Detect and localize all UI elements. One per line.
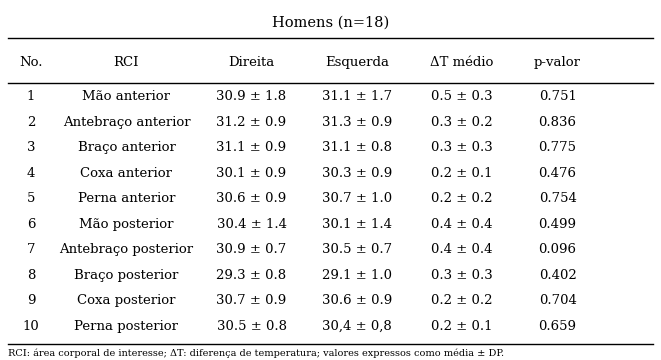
Text: 0.096: 0.096	[539, 243, 576, 256]
Text: 0.402: 0.402	[539, 269, 576, 282]
Text: Coxa anterior: Coxa anterior	[81, 167, 173, 180]
Text: 30.9 ± 0.7: 30.9 ± 0.7	[216, 243, 287, 256]
Text: 4: 4	[27, 167, 35, 180]
Text: 2: 2	[27, 116, 35, 129]
Text: 0.5 ± 0.3: 0.5 ± 0.3	[432, 90, 493, 103]
Text: 31.1 ± 1.7: 31.1 ± 1.7	[322, 90, 392, 103]
Text: 30.3 ± 0.9: 30.3 ± 0.9	[322, 167, 392, 180]
Text: Homens (n=18): Homens (n=18)	[272, 15, 389, 30]
Text: Mão posterior: Mão posterior	[79, 218, 174, 231]
Text: 30.7 ± 0.9: 30.7 ± 0.9	[216, 294, 287, 307]
Text: 9: 9	[26, 294, 35, 307]
Text: 31.2 ± 0.9: 31.2 ± 0.9	[216, 116, 287, 129]
Text: 3: 3	[26, 141, 35, 154]
Text: 0.751: 0.751	[539, 90, 576, 103]
Text: 0.4 ± 0.4: 0.4 ± 0.4	[432, 218, 493, 231]
Text: 0.2 ± 0.2: 0.2 ± 0.2	[432, 294, 493, 307]
Text: Perna posterior: Perna posterior	[75, 320, 178, 333]
Text: 8: 8	[27, 269, 35, 282]
Text: No.: No.	[19, 55, 43, 68]
Text: 29.3 ± 0.8: 29.3 ± 0.8	[216, 269, 287, 282]
Text: 7: 7	[26, 243, 35, 256]
Text: 0.499: 0.499	[539, 218, 576, 231]
Text: 30.5 ± 0.7: 30.5 ± 0.7	[322, 243, 392, 256]
Text: Coxa posterior: Coxa posterior	[77, 294, 176, 307]
Text: 0.3 ± 0.3: 0.3 ± 0.3	[431, 269, 493, 282]
Text: 0.659: 0.659	[539, 320, 576, 333]
Text: Antebraço posterior: Antebraço posterior	[59, 243, 194, 256]
Text: 30.4 ± 1.4: 30.4 ± 1.4	[217, 218, 286, 231]
Text: Perna anterior: Perna anterior	[78, 192, 175, 205]
Text: Braço anterior: Braço anterior	[77, 141, 175, 154]
Text: 0.2 ± 0.1: 0.2 ± 0.1	[432, 320, 493, 333]
Text: ΔT médio: ΔT médio	[430, 55, 494, 68]
Text: 0.4 ± 0.4: 0.4 ± 0.4	[432, 243, 493, 256]
Text: 29.1 ± 1.0: 29.1 ± 1.0	[322, 269, 392, 282]
Text: 0.2 ± 0.1: 0.2 ± 0.1	[432, 167, 493, 180]
Text: RCI: área corporal de interesse; ΔT: diferença de temperatura; valores expressos: RCI: área corporal de interesse; ΔT: dif…	[8, 349, 504, 358]
Text: 0.3 ± 0.2: 0.3 ± 0.2	[432, 116, 493, 129]
Text: 6: 6	[26, 218, 35, 231]
Text: 30.6 ± 0.9: 30.6 ± 0.9	[322, 294, 392, 307]
Text: 0.836: 0.836	[539, 116, 576, 129]
Text: 0.476: 0.476	[539, 167, 576, 180]
Text: 30,4 ± 0,8: 30,4 ± 0,8	[322, 320, 392, 333]
Text: 31.1 ± 0.8: 31.1 ± 0.8	[322, 141, 392, 154]
Text: Braço posterior: Braço posterior	[74, 269, 178, 282]
Text: 31.1 ± 0.9: 31.1 ± 0.9	[216, 141, 287, 154]
Text: 31.3 ± 0.9: 31.3 ± 0.9	[322, 116, 392, 129]
Text: 0.3 ± 0.3: 0.3 ± 0.3	[431, 141, 493, 154]
Text: 30.7 ± 1.0: 30.7 ± 1.0	[322, 192, 392, 205]
Text: 5: 5	[27, 192, 35, 205]
Text: 10: 10	[22, 320, 40, 333]
Text: p-valor: p-valor	[534, 55, 581, 68]
Text: RCI: RCI	[114, 55, 139, 68]
Text: 30.1 ± 0.9: 30.1 ± 0.9	[216, 167, 287, 180]
Text: 0.754: 0.754	[539, 192, 576, 205]
Text: 0.704: 0.704	[539, 294, 576, 307]
Text: 30.6 ± 0.9: 30.6 ± 0.9	[216, 192, 287, 205]
Text: 1: 1	[27, 90, 35, 103]
Text: Antebraço anterior: Antebraço anterior	[63, 116, 190, 129]
Text: Direita: Direita	[229, 55, 274, 68]
Text: Mão anterior: Mão anterior	[83, 90, 171, 103]
Text: Esquerda: Esquerda	[325, 55, 389, 68]
Text: 0.775: 0.775	[539, 141, 576, 154]
Text: 30.9 ± 1.8: 30.9 ± 1.8	[216, 90, 287, 103]
Text: 0.2 ± 0.2: 0.2 ± 0.2	[432, 192, 493, 205]
Text: 30.5 ± 0.8: 30.5 ± 0.8	[217, 320, 286, 333]
Text: 30.1 ± 1.4: 30.1 ± 1.4	[322, 218, 392, 231]
